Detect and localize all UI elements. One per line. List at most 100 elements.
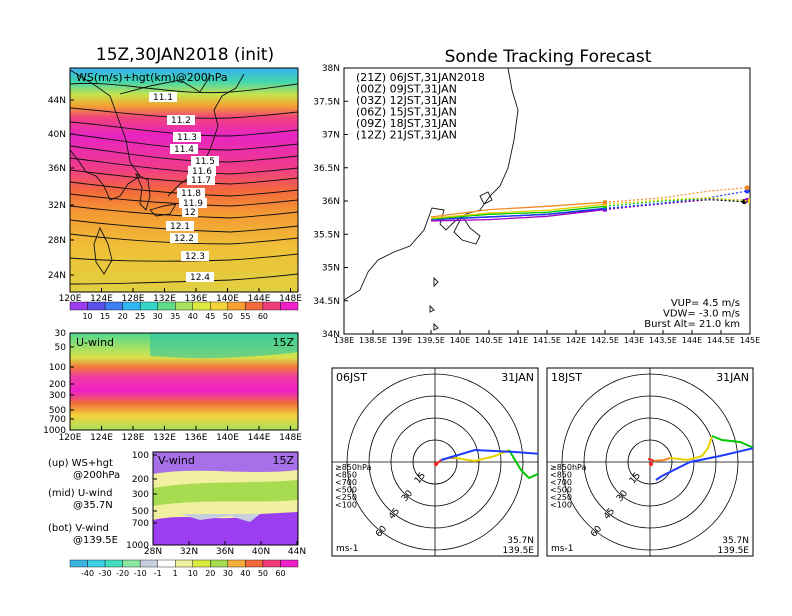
vwind-x-ticks: 28N 32N 36N 40N 44N (144, 541, 306, 557)
track-legend-entry: (03Z) 12JST,31JAN (356, 94, 457, 107)
track-param: VDW= -3.0 m/s (663, 309, 740, 320)
uwind-x-tick-label: 128E (122, 433, 145, 443)
bottom-colorbar-tick-label: -30 (99, 569, 112, 578)
map-lon-tick-label: 124E (90, 294, 113, 304)
hodo-level-label: <250 (550, 493, 572, 502)
uwind-x-tick-label: 120E (59, 433, 82, 443)
colorbar-swatch (280, 301, 299, 311)
map-lon-tick-label: 144E (248, 294, 271, 304)
track-legend-entry: (06Z) 15JST,31JAN (356, 106, 457, 119)
hodo-rings (561, 373, 739, 551)
colorbar-tick-label: 55 (240, 312, 250, 321)
track-lon-ticks: 138E 138.5E 139E 139.5E 140E 140.5E 141E 141.5E… (334, 330, 760, 345)
track-series-dashed (604, 198, 748, 211)
track-lat-tick-label: 35.5N (313, 230, 340, 240)
uwind-y-tick-label: 500 (49, 406, 66, 416)
track-param: Burst Alt= 21.0 km (644, 319, 740, 330)
bottom-colorbar-swatch (227, 559, 246, 568)
contour-label: 11.8 (181, 189, 201, 199)
uwind-y-tick-label: 30 (55, 329, 67, 339)
colorbar-swatch (157, 301, 176, 311)
vwind-y-tick-label: 500 (132, 507, 149, 517)
contour-label-bg (186, 272, 214, 282)
track-coastline (344, 68, 519, 331)
vwind-gray-area (180, 514, 260, 522)
hodo-ring (390, 417, 480, 507)
colorbar-swatch (122, 301, 141, 311)
hodo-loc1: 35.7N (507, 536, 534, 546)
hodo-segment (669, 435, 713, 462)
hodo-time: 18JST (551, 371, 582, 384)
contour-label: 11.4 (174, 145, 194, 155)
contour-label-bg (191, 156, 219, 166)
hodograph-1: 15304560≥850hPa<850<700<500<250<10006JST… (331, 367, 539, 557)
hodo-segment (711, 435, 753, 449)
hodo-level-label: <700 (335, 478, 357, 487)
uwind-label: U-wind (76, 336, 114, 349)
bottom-colorbar-tick-label: 30 (223, 569, 233, 578)
panel-legend-line: @35.7N (73, 500, 113, 511)
track-lon-tick-label: 139E (392, 336, 412, 345)
bottom-colorbar-swatch (175, 559, 193, 568)
track-legend-entry: (12Z) 21JST,31JAN (356, 129, 457, 142)
hodo-level-label: <250 (335, 493, 357, 502)
bottom-colorbar: -40 -30 -20 -10 -1 1 10 20 30 40 50 60 (69, 559, 299, 578)
hodo-unit: ms-1 (551, 544, 573, 554)
hodograph-2: 15304560≥850hPa<850<700<500<250<10018JST… (546, 367, 774, 557)
bottom-colorbar-tick-label: -20 (116, 569, 129, 578)
colorbar-tick-label: 25 (135, 312, 145, 321)
track-lon-tick-label: 140.5E (475, 336, 503, 345)
uwind-x-tick-label: 136E (185, 433, 208, 443)
uwind-y-tick-label: 300 (49, 391, 66, 401)
vwind-y-tick-label: 100 (132, 451, 149, 461)
vwind-x-tick-label: 28N (144, 547, 162, 557)
track-series-line (430, 208, 606, 222)
uwind-x-ticks: 120E 124E 128E 132E 136E 140E 144E 148E (59, 426, 302, 443)
coastlines (70, 69, 245, 275)
colorbar-swatch (175, 301, 193, 311)
hodo-loc2: 139.5E (503, 546, 535, 556)
contour-label: 11.5 (195, 157, 215, 167)
bottom-colorbar-tick-label: 50 (258, 569, 268, 578)
bottom-colorbar-swatch (139, 559, 158, 568)
vwind-x-tick-label: 32N (180, 547, 198, 557)
colorbar-tick-label: 45 (205, 312, 215, 321)
vwind-y-tick-label: 700 (132, 519, 149, 529)
panel-legend-line: (up) WS+hgt (48, 458, 113, 469)
panel-legend-line: @139.5E (73, 535, 118, 546)
vwind-panel: V-wind 15Z 100 200 300 500 700 1000 28N 32N 36N… (126, 451, 306, 557)
hodo-segment (647, 458, 655, 462)
vwind-label: V-wind (158, 454, 195, 467)
uwind-y-tick-label: 200 (49, 380, 66, 390)
map-label: WS(m/s)+hgt(km)@200hPa (76, 71, 228, 84)
colorbar-tick-label: 40 (188, 312, 198, 321)
map-lon-tick-label: 148E (279, 294, 302, 304)
hodo-surface-point (648, 461, 654, 467)
uwind-x-tick-label: 140E (216, 433, 239, 443)
track-lon-tick-label: 141E (508, 336, 528, 345)
track-lon-tick-label: 145E (740, 336, 760, 345)
hodo-date: 31JAN (716, 371, 749, 384)
left-title: 15Z,30JAN2018 (init) (96, 45, 274, 65)
hodo-segment (508, 449, 538, 480)
uwind-time: 15Z (272, 336, 294, 349)
track-endpoint (744, 185, 750, 191)
uwind-low-area (150, 333, 298, 359)
track-lon-tick-label: 143.5E (649, 336, 677, 345)
vwind-x-tick-label: 36N (216, 547, 234, 557)
track-legend: (21Z) 06JST,31JAN2018(00Z) 09JST,31JAN(0… (356, 71, 485, 142)
vwind-x-tick-label: 40N (252, 547, 270, 557)
uwind-y-tick-label: 100 (49, 363, 66, 373)
contour-label-bg (181, 251, 209, 261)
vwind-y-tick-label: 300 (132, 490, 149, 500)
bottom-colorbar-swatch (245, 559, 264, 568)
map-lon-tick-label: 136E (185, 294, 208, 304)
contour-label-bg (187, 175, 215, 185)
hodo-segment (754, 440, 774, 448)
vwind-top-area (153, 452, 298, 474)
uwind-x-tick-label: 148E (279, 433, 302, 443)
uwind-frame (69, 332, 299, 431)
map-lat-tick-label: 40N (48, 130, 66, 140)
map-lat-tick-label: 28N (48, 236, 66, 246)
hodo-loc1: 35.7N (722, 536, 749, 546)
